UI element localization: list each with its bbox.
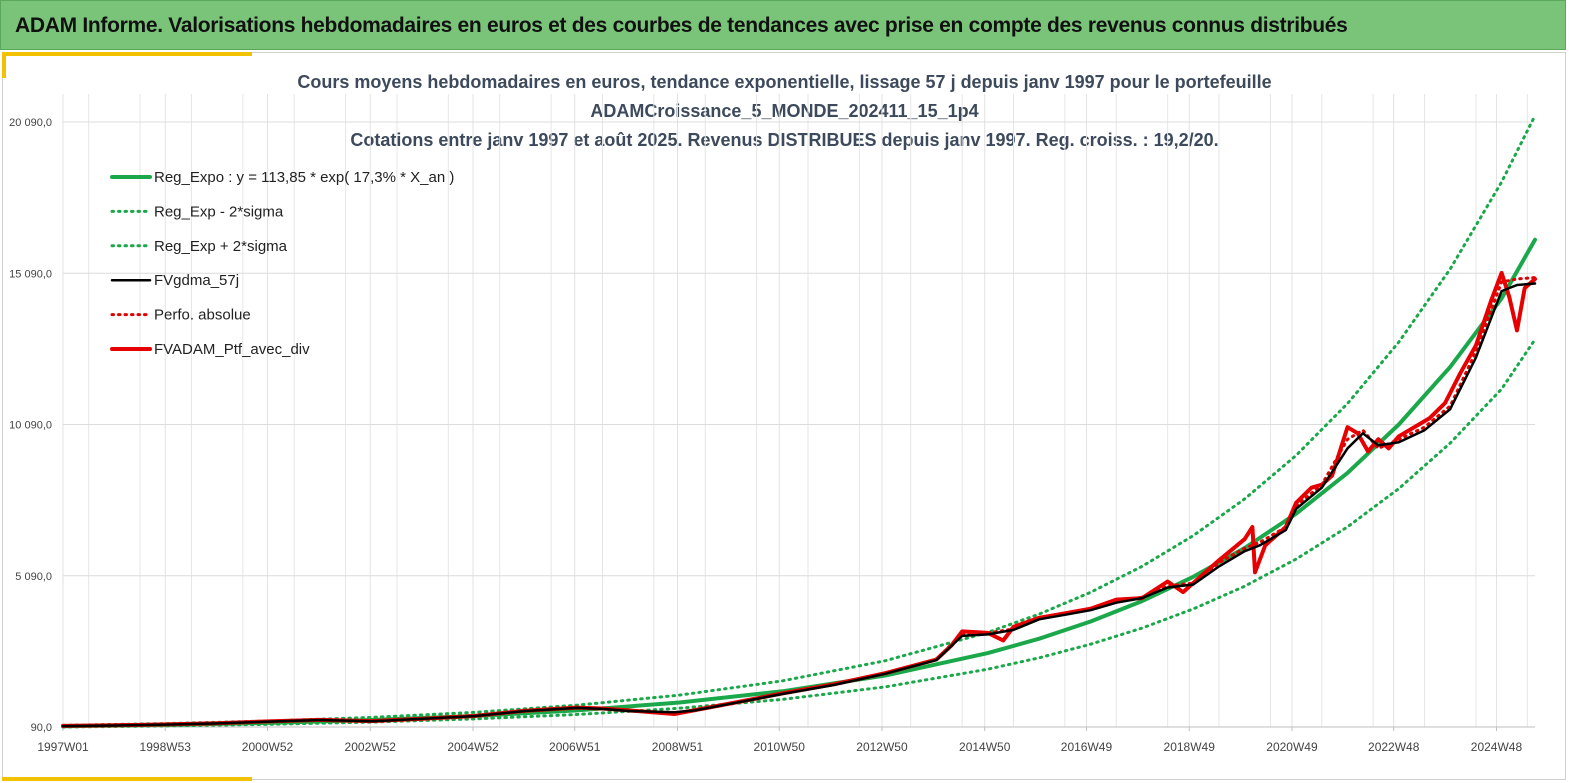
report-banner: ADAM Informe. Valorisations hebdomadaire… [0, 0, 1566, 50]
x-tick-label: 1998W53 [140, 740, 192, 754]
x-tick-label: 2016W49 [1061, 740, 1113, 754]
x-tick-label: 2022W48 [1368, 740, 1420, 754]
grid-lines [62, 94, 1535, 728]
axes: 90,0 5 090,0 10 090,0 15 090,0 20 090,0 1997W… [9, 117, 1535, 754]
legend-label: FVgdma_57j [154, 272, 239, 289]
x-tick-label: 2008W51 [652, 740, 704, 754]
legend-label: Perfo. absolue [154, 307, 251, 324]
series-line [61, 338, 1537, 729]
legend-label: Reg_Exp + 2*sigma [154, 238, 288, 255]
chart-title: Cours moyens hebdomadaires en euros, ten… [297, 72, 1272, 92]
x-tick-label: 2002W52 [345, 740, 397, 754]
x-tick-label: 2020W49 [1266, 740, 1318, 754]
x-tick-label: 2014W50 [959, 740, 1011, 754]
accent-bar-bottom [2, 777, 252, 781]
x-tick-label: 2024W48 [1471, 740, 1523, 754]
x-tick-label: 2004W52 [447, 740, 499, 754]
y-tick-label: 5 090,0 [15, 571, 52, 583]
y-tick-label: 90,0 [31, 722, 52, 734]
x-tick-label: 1997W01 [37, 740, 89, 754]
x-tick-label: 2000W52 [242, 740, 294, 754]
x-tick-label: 2006W51 [549, 740, 601, 754]
chart-subtitle-2: Cotations entre janv 1997 et août 2025. … [350, 130, 1219, 150]
y-tick-label: 10 090,0 [9, 420, 52, 432]
legend-label: Reg_Exp - 2*sigma [154, 203, 284, 220]
series-line [61, 282, 1537, 728]
x-tick-label: 2012W50 [856, 740, 908, 754]
x-tick-label: 2010W50 [754, 740, 806, 754]
accent-bar-top [2, 52, 252, 56]
x-tick-label: 2018W49 [1164, 740, 1216, 754]
accent-bar-left [2, 52, 6, 78]
legend-label: FVADAM_Ptf_avec_div [154, 341, 310, 358]
y-tick-label: 20 090,0 [9, 117, 52, 129]
series-line [61, 114, 1537, 727]
series-line [61, 237, 1537, 729]
series-lines [61, 114, 1537, 729]
legend-label: Reg_Expo : y = 113,85 * exp( 17,3% * X_a… [154, 169, 454, 186]
chart-frame [2, 52, 1566, 780]
legend: Reg_Expo : y = 113,85 * exp( 17,3% * X_a… [110, 169, 454, 358]
y-tick-label: 15 090,0 [9, 268, 52, 280]
report-title: ADAM Informe. Valorisations hebdomadaire… [15, 14, 1348, 37]
